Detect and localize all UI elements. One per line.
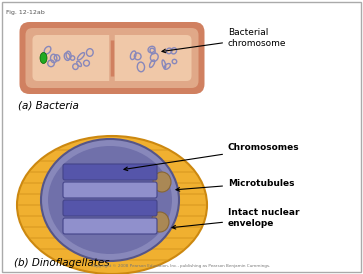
- Text: Chromosomes: Chromosomes: [124, 144, 299, 171]
- FancyBboxPatch shape: [63, 218, 157, 234]
- FancyBboxPatch shape: [63, 182, 157, 198]
- Text: Fig. 12-12ab: Fig. 12-12ab: [6, 10, 45, 15]
- Ellipse shape: [40, 53, 47, 64]
- FancyBboxPatch shape: [63, 200, 157, 216]
- FancyBboxPatch shape: [33, 35, 192, 81]
- Ellipse shape: [48, 146, 172, 254]
- Ellipse shape: [17, 136, 207, 274]
- Text: Bacterial
chromosome: Bacterial chromosome: [162, 28, 286, 53]
- Text: Intact nuclear
envelope: Intact nuclear envelope: [172, 208, 299, 229]
- Ellipse shape: [41, 139, 179, 261]
- Text: Copyright © 2008 Pearson Education, Inc., publishing as Pearson Benjamin Cumming: Copyright © 2008 Pearson Education, Inc.…: [91, 264, 271, 268]
- Text: Microtubules: Microtubules: [176, 178, 294, 191]
- Text: (a) Bacteria: (a) Bacteria: [18, 100, 79, 110]
- FancyBboxPatch shape: [63, 164, 157, 180]
- FancyBboxPatch shape: [2, 2, 361, 272]
- FancyBboxPatch shape: [25, 28, 199, 88]
- Ellipse shape: [153, 172, 171, 192]
- Text: (b) Dinoflagellates: (b) Dinoflagellates: [14, 258, 110, 268]
- Ellipse shape: [151, 212, 169, 232]
- FancyBboxPatch shape: [20, 22, 204, 94]
